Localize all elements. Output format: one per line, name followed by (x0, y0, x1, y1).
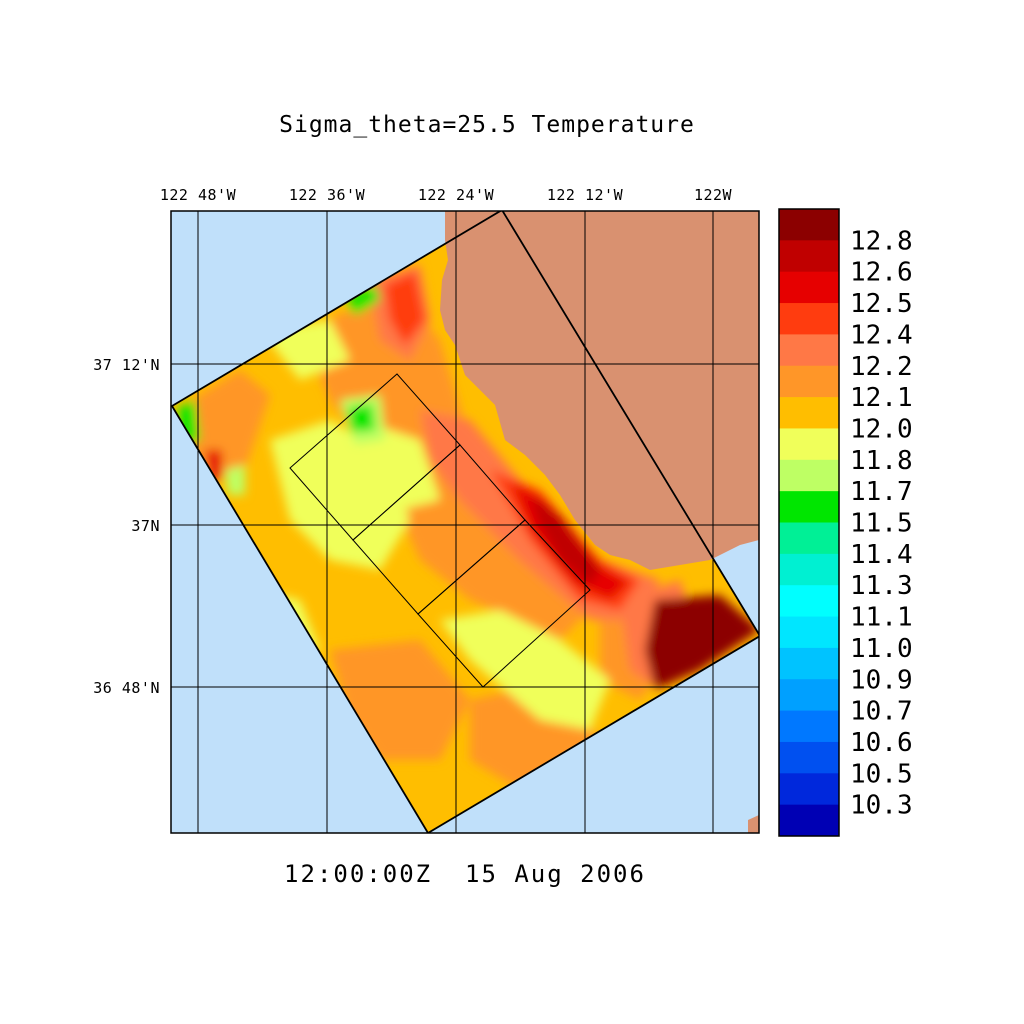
green-region (225, 465, 245, 495)
lon-label: 122 48'W (160, 186, 237, 204)
colorbar-label: 10.5 (850, 759, 913, 789)
lon-label: 122 36'W (289, 186, 366, 204)
colorbar-label: 11.5 (850, 509, 913, 539)
colorbar-label: 12.0 (850, 414, 913, 444)
colorbar-label: 10.9 (850, 665, 913, 695)
dark-red-region (645, 595, 759, 690)
colorbar-swatch (779, 522, 839, 555)
colorbar-label: 12.6 (850, 258, 913, 288)
map-frame (170, 210, 760, 834)
colorbar-label: 11.4 (850, 540, 913, 570)
colorbar-swatch (779, 397, 839, 429)
colorbar-swatch (779, 240, 839, 273)
colorbar-label: 12.8 (850, 226, 913, 256)
colorbar-label: 11.0 (850, 634, 913, 664)
yellow-region (360, 420, 440, 510)
colorbar-swatch (779, 710, 839, 743)
colorbar-swatch (779, 209, 839, 241)
colorbar: 12.812.612.512.412.212.112.011.811.711.5… (778, 208, 913, 837)
colorbar-label: 12.4 (850, 320, 913, 350)
colorbar-label: 12.2 (850, 352, 913, 382)
red-region (530, 495, 600, 585)
colorbar-label: 11.1 (850, 603, 913, 633)
colorbar-label: 11.3 (850, 571, 913, 601)
lon-label: 122W (694, 186, 733, 204)
colorbar-swatch (779, 271, 839, 304)
latitude-labels: 37 12'N 37N 36 48'N (93, 356, 160, 697)
timestamp-label: 12:00:00Z 15 Aug 2006 (284, 860, 646, 888)
colorbar-frame (778, 208, 840, 837)
longitude-labels: 122 48'W 122 36'W 122 24'W 122 12'W 122W (160, 186, 733, 204)
colorbar-swatch (779, 428, 839, 461)
colorbar-swatch (779, 459, 839, 492)
colorbar-swatch (779, 491, 839, 523)
map-panel (171, 211, 759, 833)
colorbar-swatch (779, 303, 839, 335)
lat-label: 36 48'N (93, 679, 160, 697)
colorbar-label: 10.3 (850, 791, 913, 821)
graticule (171, 211, 759, 833)
colorbar-swatch (779, 585, 839, 618)
colorbar-label: 11.8 (850, 446, 913, 476)
colorbar-swatch (779, 679, 839, 712)
colorbar-swatch (779, 804, 839, 837)
colorbar-label: 11.7 (850, 477, 913, 507)
land-mass (440, 211, 759, 570)
colorbar-swatch (779, 553, 839, 586)
green-region (348, 404, 375, 432)
model-domain-boundary (171, 211, 759, 833)
red-region (385, 272, 425, 345)
plot-title: Sigma_theta=25.5 Temperature (279, 112, 695, 138)
colorbar-label: 12.1 (850, 383, 913, 413)
colorbar-swatch (779, 773, 839, 806)
colorbar-swatch (779, 365, 839, 398)
inner-box (417, 519, 591, 688)
colorbar-label: 10.7 (850, 697, 913, 727)
colorbar-label: 10.6 (850, 728, 913, 758)
colorbar-swatch (779, 741, 839, 774)
lon-label: 122 24'W (418, 186, 495, 204)
colorbar-swatch (779, 647, 839, 680)
green-region (176, 400, 200, 445)
yellow-region (440, 610, 610, 730)
lon-label: 122 12'W (547, 186, 624, 204)
colorbar-swatch (779, 616, 839, 649)
green-region (345, 285, 380, 315)
domain-outlines (171, 211, 759, 833)
colorbar-label: 12.5 (850, 289, 913, 319)
colorbar-swatch (779, 334, 839, 367)
lat-label: 37 12'N (93, 356, 160, 374)
land-mass-small (748, 815, 759, 833)
lat-label: 37N (131, 517, 160, 535)
